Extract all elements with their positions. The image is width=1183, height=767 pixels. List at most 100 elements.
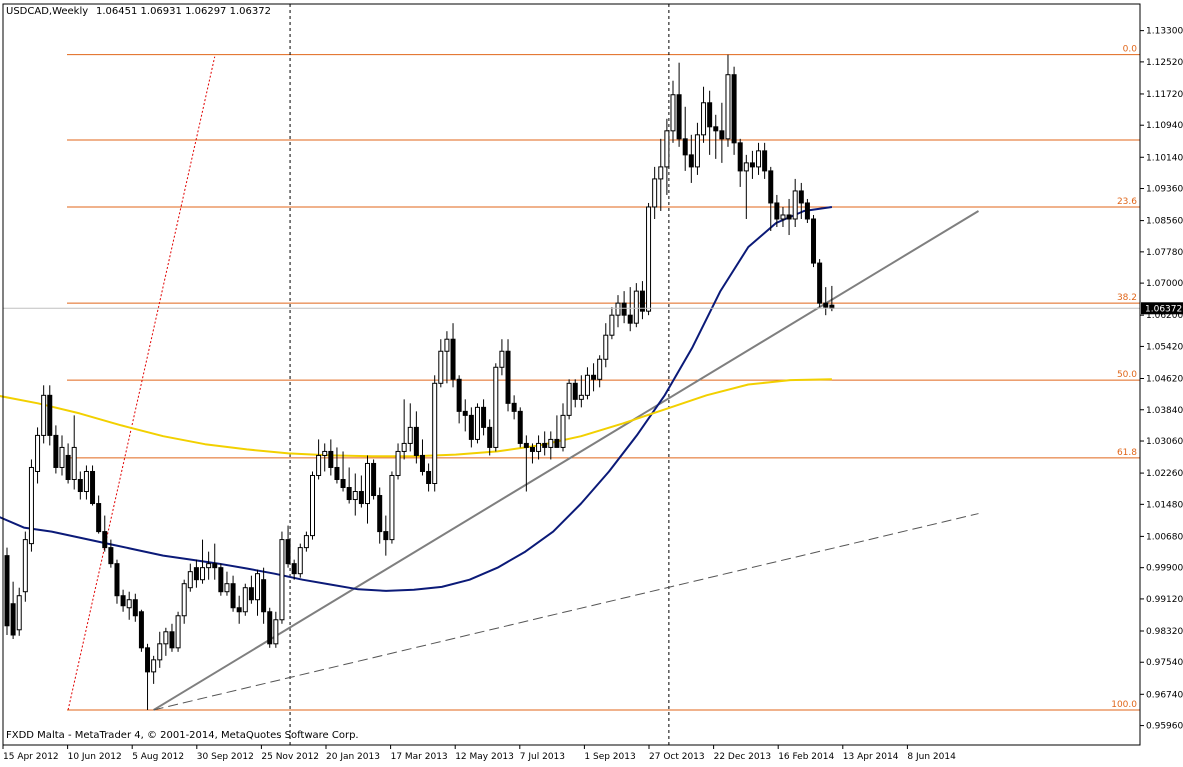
candle-body-bear (639, 290, 645, 312)
candle (407, 403, 413, 452)
price-axis-label: 1.04620 (1146, 374, 1183, 384)
candle-body-bull (493, 366, 499, 448)
candles (4, 54, 835, 710)
candle-body-bull (792, 190, 798, 220)
price-axis-label: 1.10940 (1146, 121, 1183, 131)
chart-header-symbol: USDCAD,Weekly (6, 6, 88, 17)
candle-body-bull (22, 539, 28, 593)
candle-body-bear (90, 470, 96, 505)
candle (426, 463, 432, 492)
candle-body-bear (456, 378, 462, 412)
candle (316, 439, 322, 480)
candle (591, 363, 597, 392)
time-axis-label: 30 Sep 2012 (197, 752, 254, 762)
candle-body-bear (737, 142, 743, 172)
candle-body-bull (273, 619, 279, 645)
candle-body-bear (169, 631, 175, 649)
price-axis-label: 1.00680 (1146, 532, 1183, 542)
candle-body-bull (584, 374, 590, 396)
candle (505, 339, 511, 412)
candle-body-bull (566, 382, 572, 416)
candle-body-bull (701, 102, 707, 136)
fib-level-label: 61.8 (1117, 448, 1137, 458)
candle-body-bear (261, 579, 267, 613)
price-axis-label: 0.98320 (1146, 627, 1183, 637)
candle-body-bull (352, 491, 358, 501)
candle-body-bear (4, 555, 10, 627)
candle-body-bull (255, 573, 261, 601)
candle (291, 559, 297, 580)
candle-body-bull (71, 446, 77, 480)
candle (187, 563, 193, 592)
candle-body-bear (236, 607, 242, 613)
candle (603, 323, 609, 368)
trendlines (67, 56, 980, 711)
candle-body-bear (114, 563, 120, 597)
candle (462, 399, 468, 432)
candle-body-bear (346, 487, 352, 501)
candle (206, 551, 212, 580)
candle (584, 367, 590, 400)
candle (151, 655, 157, 684)
candle-body-bear (10, 603, 16, 636)
candle-body-bull (756, 150, 762, 168)
candle-body-bear (267, 611, 273, 645)
price-axis-label: 1.13300 (1146, 27, 1183, 37)
candle-body-bear (248, 587, 254, 601)
candle-body-bull (126, 599, 132, 609)
candle-body-bear (65, 454, 71, 480)
candle-body-bear (120, 595, 126, 607)
candle-body-bear (786, 214, 792, 220)
price-axis-label: 0.95960 (1146, 722, 1183, 732)
candle-body-bear (102, 531, 108, 549)
candle (749, 150, 755, 179)
time-axis-label: 27 Oct 2013 (649, 752, 705, 762)
time-axis-label: 13 Apr 2014 (843, 752, 899, 762)
candle-body-bear (591, 374, 597, 380)
candle-body-bull (725, 74, 731, 140)
candle (780, 206, 786, 228)
candle (83, 465, 89, 500)
candle-body-bear (731, 74, 737, 144)
candle (811, 214, 817, 268)
candle (218, 563, 224, 596)
candle (756, 142, 762, 175)
candle-body-bear (768, 170, 774, 204)
candle (743, 154, 749, 219)
candle-body-bear (749, 162, 755, 168)
candle-body-bull (578, 394, 584, 400)
candle (303, 531, 309, 552)
moving-average-fast-line (0, 206, 833, 592)
candle-body-bull (560, 414, 566, 448)
candle (823, 287, 829, 316)
candle (768, 166, 774, 232)
candle-body-bull (646, 206, 652, 312)
candle (395, 443, 401, 480)
candle-body-bull (780, 214, 786, 220)
candle (817, 259, 823, 308)
time-axis-label: 8 Jun 2014 (907, 752, 956, 762)
candle-body-bear (487, 426, 493, 448)
candle-body-bear (804, 202, 810, 220)
candle-body-bull (652, 178, 658, 208)
candle-body-bear (762, 150, 768, 172)
time-axis-label: 1 Sep 2013 (584, 752, 635, 762)
candle-body-bull (401, 442, 407, 452)
candle-body-bull (694, 134, 700, 168)
candle (322, 443, 328, 472)
candle-body-bull (615, 302, 621, 316)
candle-body-bull (603, 334, 609, 360)
plot-frame (2, 3, 1141, 746)
candle (96, 495, 102, 534)
candle (47, 385, 53, 446)
time-axis-label: 17 Mar 2013 (391, 752, 448, 762)
candle (77, 471, 83, 500)
candle (664, 118, 670, 195)
candle-body-bear (371, 462, 377, 497)
candle (627, 287, 633, 332)
candle (658, 138, 664, 211)
candle-body-bear (462, 410, 468, 416)
candle-body-bull (364, 462, 370, 505)
candle-body-bull (432, 382, 438, 485)
candle-body-bear (627, 314, 633, 324)
